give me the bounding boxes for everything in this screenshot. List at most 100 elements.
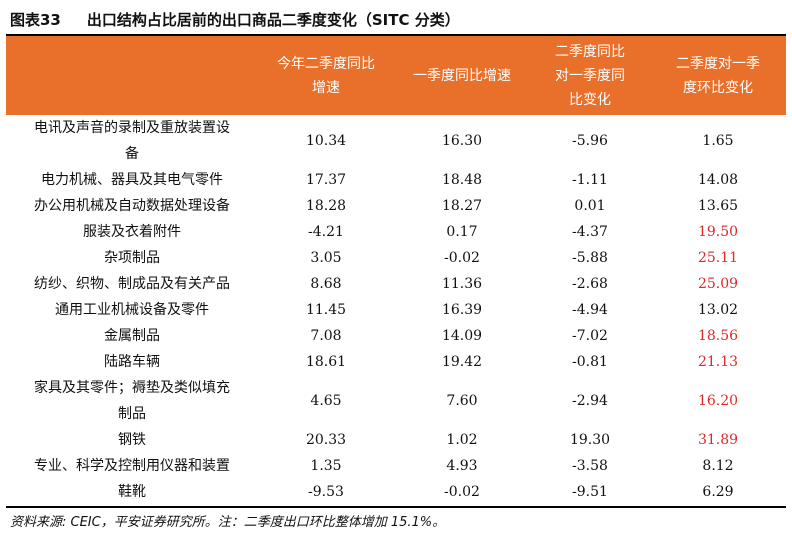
table-row: 陆路车辆 18.61 19.42 -0.81 21.13	[6, 349, 786, 375]
figure-title: 出口结构占比居前的出口商品二季度变化（SITC 分类）	[86, 10, 460, 29]
row-name-line: 服装及衣着附件	[83, 224, 181, 240]
q2-yoy-cell: 18.61	[305, 354, 347, 370]
header-cell-2: 一季度同比增速	[394, 36, 530, 115]
row-name-cell: 通用工业机械设备及零件	[6, 297, 258, 323]
yoy-change-cell: -9.51	[572, 484, 608, 500]
table-row: 电力机械、器具及其电气零件 17.37 18.48 -1.11 14.08	[6, 167, 786, 193]
row-name-line: 备	[125, 146, 139, 162]
yoy-change-cell: 0.01	[574, 198, 606, 214]
header-cell-3: 二季度同比对一季度同比变化	[530, 36, 650, 115]
yoy-change-cell: -2.68	[572, 276, 608, 292]
row-name-line: 制品	[118, 406, 146, 422]
q1-yoy-cell: 18.27	[441, 198, 483, 214]
q1-yoy-cell: 18.48	[441, 172, 483, 188]
qoq-cell: 13.65	[697, 198, 739, 214]
q1-yoy-cell: -0.02	[444, 250, 480, 266]
q2-yoy-cell: 18.28	[305, 198, 347, 214]
q2-yoy-cell: 8.68	[310, 276, 342, 292]
table-row: 金属制品 7.08 14.09 -7.02 18.56	[6, 323, 786, 349]
row-name-cell: 专业、科学及控制用仪器和装置	[6, 453, 258, 479]
q1-yoy-cell: 14.09	[441, 328, 483, 344]
qoq-cell: 18.56	[697, 328, 739, 344]
table-row: 专业、科学及控制用仪器和装置 1.35 4.93 -3.58 8.12	[6, 453, 786, 479]
row-name-cell: 陆路车辆	[6, 349, 258, 375]
table-header-row: 今年二季度同比 增速 一季度同比增速 二季度同比 对一季度同 比变化 二季度对一季 度环比变化	[6, 36, 786, 115]
table-row: 通用工业机械设备及零件 11.45 16.39 -4.94 13.02	[6, 297, 786, 323]
row-name-line: 专业、科学及控制用仪器和装置	[34, 458, 230, 474]
qoq-cell: 21.13	[697, 354, 739, 370]
row-name-cell: 杂项制品	[6, 245, 258, 271]
q2-yoy-cell: -4.21	[308, 224, 344, 240]
q2-yoy-cell: 17.37	[305, 172, 347, 188]
row-name-cell: 纺纱、织物、制成品及有关产品	[6, 271, 258, 297]
q1-yoy-cell: 0.17	[446, 224, 478, 240]
q2-yoy-cell: 11.45	[305, 302, 347, 318]
q1-yoy-cell: 11.36	[441, 276, 483, 292]
row-name-line: 家具及其零件；褥垫及类似填充	[34, 380, 230, 396]
table-row: 电讯及声音的录制及重放装置设备 10.34 16.30 -5.96 1.65	[6, 115, 786, 167]
qoq-cell: 16.20	[697, 393, 739, 409]
row-name-line: 金属制品	[104, 328, 160, 344]
header-line: 二季度同比	[555, 43, 625, 60]
yoy-change-cell: -5.96	[572, 133, 608, 149]
yoy-change-cell: -4.37	[572, 224, 608, 240]
table-row: 鞋靴 -9.53 -0.02 -9.51 6.29	[6, 479, 786, 505]
qoq-cell: 25.11	[697, 250, 739, 266]
yoy-change-cell: -1.11	[572, 172, 608, 188]
table-row: 纺纱、织物、制成品及有关产品 8.68 11.36 -2.68 25.09	[6, 271, 786, 297]
header-line: 二季度对一季	[676, 55, 760, 72]
header-line: 一季度同比增速	[413, 67, 511, 84]
yoy-change-cell: -0.81	[572, 354, 608, 370]
q1-yoy-cell: 1.02	[446, 432, 478, 448]
row-name-cell: 金属制品	[6, 323, 258, 349]
q1-yoy-cell: 19.42	[441, 354, 483, 370]
q2-yoy-cell: 20.33	[305, 432, 347, 448]
row-name-line: 办公用机械及自动数据处理设备	[34, 198, 230, 214]
q2-yoy-cell: 4.65	[310, 393, 342, 409]
row-name-cell: 电力机械、器具及其电气零件	[6, 167, 258, 193]
q1-yoy-cell: 4.93	[446, 458, 478, 474]
header-line: 比变化	[569, 91, 611, 108]
row-name-cell: 钢铁	[6, 427, 258, 453]
table-body: 电讯及声音的录制及重放装置设备 10.34 16.30 -5.96 1.65 电力机械、器…	[6, 115, 786, 505]
row-name-line: 通用工业机械设备及零件	[55, 302, 209, 318]
qoq-cell: 14.08	[697, 172, 739, 188]
q1-yoy-cell: -0.02	[444, 484, 480, 500]
table-row: 杂项制品 3.05 -0.02 -5.88 25.11	[6, 245, 786, 271]
row-name-line: 鞋靴	[118, 484, 146, 500]
q1-yoy-cell: 7.60	[446, 393, 478, 409]
header-line: 增速	[312, 79, 340, 96]
header-cell-1: 今年二季度同比 增速	[258, 36, 394, 115]
q2-yoy-cell: 3.05	[310, 250, 342, 266]
yoy-change-cell: 19.30	[569, 432, 611, 448]
row-name-line: 纺纱、织物、制成品及有关产品	[34, 276, 230, 292]
q2-yoy-cell: 1.35	[310, 458, 342, 474]
table-row: 办公用机械及自动数据处理设备 18.28 18.27 0.01 13.65	[6, 193, 786, 219]
figure-title-bar: 图表33 出口结构占比居前的出口商品二季度变化（SITC 分类）	[6, 4, 786, 36]
q2-yoy-cell: 7.08	[310, 328, 342, 344]
yoy-change-cell: -7.02	[572, 328, 608, 344]
qoq-cell: 31.89	[697, 432, 739, 448]
qoq-cell: 1.65	[702, 133, 734, 149]
q2-yoy-cell: 10.34	[305, 133, 347, 149]
row-name-line: 钢铁	[118, 432, 146, 448]
row-name-line: 陆路车辆	[104, 354, 160, 370]
header-cell-name	[6, 36, 258, 115]
yoy-change-cell: -2.94	[572, 393, 608, 409]
qoq-cell: 8.12	[702, 458, 734, 474]
row-name-cell: 鞋靴	[6, 479, 258, 505]
row-name-cell: 家具及其零件；褥垫及类似填充 制品	[6, 375, 258, 427]
yoy-change-cell: -5.88	[572, 250, 608, 266]
table-row: 家具及其零件；褥垫及类似填充 制品 4.65 7.60 -2.94 16.20	[6, 375, 786, 427]
q1-yoy-cell: 16.30	[441, 133, 483, 149]
yoy-change-cell: -3.58	[572, 458, 608, 474]
row-name-line: 电力机械、器具及其电气零件	[41, 172, 223, 188]
table-row: 服装及衣着附件 -4.21 0.17 -4.37 19.50	[6, 219, 786, 245]
header-cell-4: 二季度对一季 度环比变化	[650, 36, 786, 115]
row-name-line: 杂项制品	[104, 250, 160, 266]
header-line: 今年二季度同比	[277, 55, 375, 72]
source-note: 资料来源: CEIC，平安证券研究所。注：二季度出口环比整体增加 15.1%。	[6, 506, 786, 532]
q1-yoy-cell: 16.39	[441, 302, 483, 318]
qoq-cell: 13.02	[697, 302, 739, 318]
header-line: 对一季度同	[555, 67, 625, 84]
